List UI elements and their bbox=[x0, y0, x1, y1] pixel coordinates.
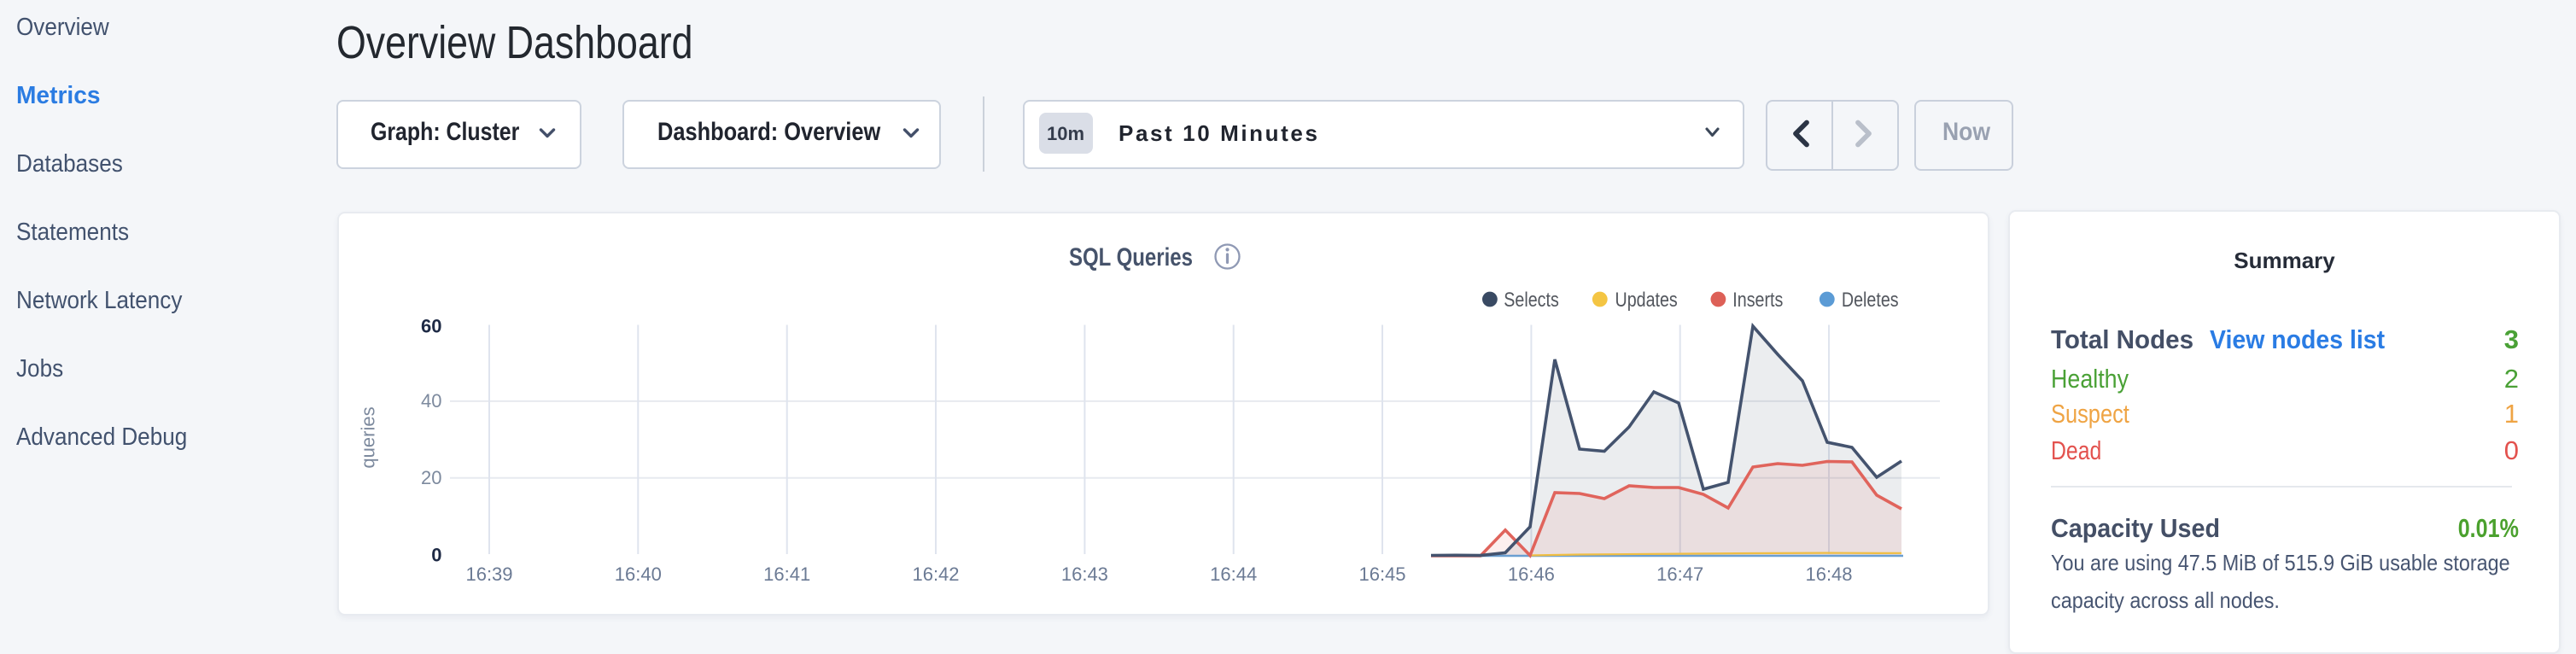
svg-text:16:48: 16:48 bbox=[1805, 563, 1852, 585]
svg-text:Inserts: Inserts bbox=[1732, 288, 1783, 311]
svg-text:Deletes: Deletes bbox=[1842, 288, 1899, 311]
svg-text:60: 60 bbox=[421, 315, 441, 336]
svg-text:16:45: 16:45 bbox=[1358, 563, 1405, 585]
svg-text:16:43: 16:43 bbox=[1061, 563, 1108, 585]
svg-text:0: 0 bbox=[431, 545, 441, 566]
svg-text:16:39: 16:39 bbox=[465, 563, 512, 585]
svg-text:16:42: 16:42 bbox=[912, 563, 959, 585]
svg-text:queries: queries bbox=[358, 406, 379, 468]
svg-text:16:47: 16:47 bbox=[1656, 563, 1703, 585]
svg-text:20: 20 bbox=[421, 467, 441, 488]
svg-text:Selects: Selects bbox=[1504, 288, 1559, 311]
svg-text:40: 40 bbox=[421, 390, 441, 412]
svg-text:16:41: 16:41 bbox=[763, 563, 810, 585]
svg-text:16:40: 16:40 bbox=[615, 563, 662, 585]
svg-text:16:44: 16:44 bbox=[1210, 563, 1257, 585]
svg-text:16:46: 16:46 bbox=[1508, 563, 1555, 585]
svg-text:Updates: Updates bbox=[1615, 288, 1678, 311]
